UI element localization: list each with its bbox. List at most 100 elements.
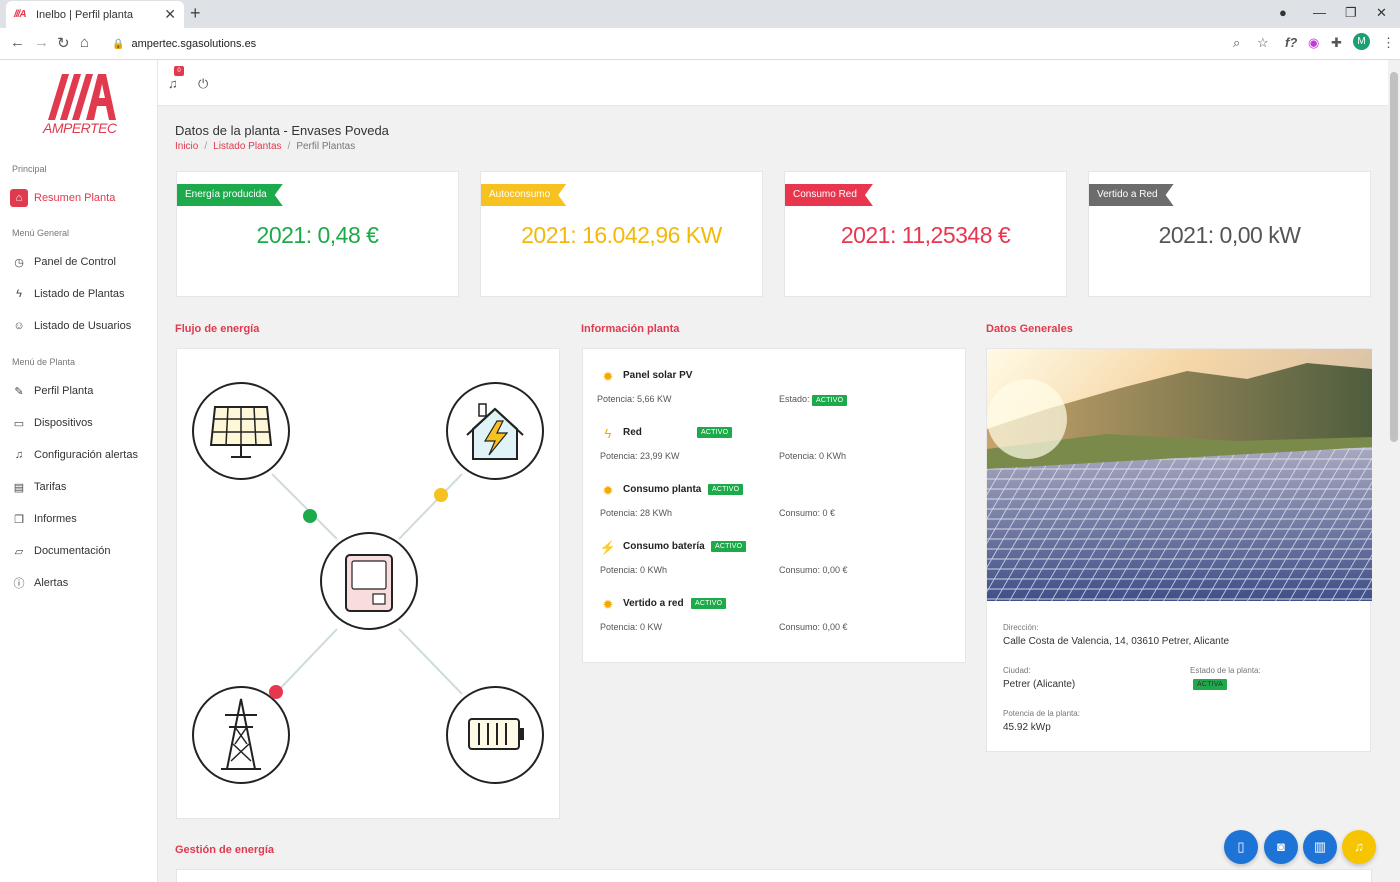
kpi-value: 2021: 0,00 kW (1158, 222, 1301, 248)
sun-icon: ✹ (602, 369, 614, 384)
breadcrumb-listado-plantas[interactable]: Listado Plantas (213, 141, 282, 152)
sidebar-item-listado-usuarios[interactable]: ☺ Listado de Usuarios (10, 314, 156, 338)
electric-grid-node[interactable] (192, 686, 290, 784)
sidebar-item-dispositivos[interactable]: ▭ Dispositivos (10, 411, 156, 435)
kpi-card-vertido-red: Vertido a Red 2021: 0,00 kW (1088, 171, 1371, 297)
back-icon[interactable]: ← (10, 34, 25, 51)
browser-tab[interactable]: ///A Inelbo | Perfil planta ✕ (6, 1, 184, 28)
sidebar-item-label: Documentación (34, 545, 111, 557)
management-section-title: Gestión de energía (175, 844, 275, 856)
inverter-node[interactable] (320, 532, 418, 630)
close-window-icon[interactable]: ✕ (1376, 5, 1387, 20)
new-tab-icon[interactable]: + (190, 3, 201, 23)
zoom-icon[interactable]: ⌕ (1233, 35, 1241, 50)
gauge-icon: ◷ (14, 256, 24, 269)
sidebar-item-label: Tarifas (34, 481, 67, 493)
info-row-consumo-planta: ✹ Consumo planta ACTIVO Potencia: 28 KWh… (583, 481, 967, 531)
info-icon: ⓘ (13, 578, 25, 590)
sidebar-item-informes[interactable]: ❐ Informes (10, 507, 156, 531)
status-badge: ACTIVO (812, 395, 848, 406)
tab-title: Inelbo | Perfil planta (36, 8, 134, 21)
address-value: Calle Costa de Valencia, 14, 03610 Petre… (1003, 636, 1230, 647)
sidebar-item-listado-plantas[interactable]: ϟ Listado de Plantas (10, 282, 156, 306)
extension-formula-icon[interactable]: f? (1285, 35, 1298, 50)
ampertec-logo[interactable] (40, 72, 120, 138)
device-fab-button[interactable]: ▯ (1224, 830, 1258, 864)
home-browser-icon[interactable]: ⌂ (80, 34, 90, 51)
site-favicon-icon: ///A (14, 9, 27, 20)
scrollbar-thumb[interactable] (1390, 72, 1398, 442)
maximize-icon[interactable]: ❐ (1345, 5, 1357, 20)
home-icon: ⌂ (10, 189, 28, 207)
browser-toolbar: ← → ↻ ⌂ 🔒 ampertec.sgasolutions.es ⌕ ☆ f… (0, 28, 1400, 60)
profile-menu-icon[interactable]: ● (1279, 5, 1287, 20)
plant-info-card: ✹ Panel solar PV Potencia: 5,66 KW Estad… (582, 348, 966, 663)
sidebar-item-label: Alertas (34, 577, 69, 589)
sidebar-item-resumen-planta[interactable]: ⌂ Resumen Planta (10, 186, 156, 210)
money-fab-button[interactable]: ◙ (1264, 830, 1298, 864)
notifications-bell-icon[interactable]: ♫ (168, 76, 178, 91)
minimize-icon[interactable]: — (1313, 5, 1326, 20)
address-bar[interactable]: 🔒 ampertec.sgasolutions.es (100, 32, 1280, 56)
bell-icon: ♫ (1354, 839, 1364, 854)
battery-node[interactable] (446, 686, 544, 784)
forward-icon[interactable]: → (34, 34, 49, 51)
sidebar-item-perfil-planta[interactable]: ✎ Perfil Planta (10, 379, 156, 403)
info-row-panel-solar: ✹ Panel solar PV Potencia: 5,66 KW Estad… (583, 367, 967, 417)
kpi-card-autoconsumo: Autoconsumo 2021: 16.042,96 KW (480, 171, 763, 297)
sidebar-item-documentacion[interactable]: ▱ Documentación (10, 539, 156, 563)
info-row-right: Consumo: 0,00 € (779, 622, 848, 632)
info-row-left: Potencia: 5,66 KW (597, 394, 672, 404)
battery-icon (468, 718, 524, 750)
kpi-tag: Consumo Red (785, 184, 873, 206)
extensions-puzzle-icon[interactable]: ✚ (1331, 35, 1342, 50)
breadcrumb-inicio[interactable]: Inicio (175, 141, 199, 152)
status-badge: ACTIVO (697, 427, 733, 438)
profile-avatar[interactable]: M (1353, 33, 1370, 50)
solar-panel-node[interactable] (192, 382, 290, 480)
sidebar-item-tarifas[interactable]: ▤ Tarifas (10, 475, 156, 499)
browser-menu-icon[interactable]: ⋮ (1382, 35, 1395, 50)
general-section-title: Datos Generales (986, 323, 1073, 335)
folder-icon: ▱ (14, 545, 24, 558)
solar-panel-icon (209, 406, 273, 458)
file-icon: ❐ (14, 513, 24, 526)
plant-state-badge: ACTIVA (1193, 679, 1227, 690)
kpi-tag: Energía producida (177, 184, 283, 206)
electric-tower-icon (221, 698, 261, 770)
info-row-vertido-red: ✹ Vertido a red ACTIVO Potencia: 0 KW Co… (583, 595, 967, 645)
chart-fab-button[interactable]: ▥ (1303, 830, 1337, 864)
sidebar-item-configuracion-alertas[interactable]: ♫ Configuración alertas (10, 443, 156, 467)
info-row-left: Potencia: 23,99 KW (600, 451, 680, 461)
info-row-left: Potencia: 28 KWh (600, 508, 673, 518)
sidebar-item-label: Listado de Plantas (34, 288, 125, 300)
power-logout-icon[interactable]: ⏻ (198, 76, 209, 91)
sidebar-item-label: Informes (34, 513, 77, 525)
close-tab-icon[interactable]: ✕ (164, 6, 176, 22)
alerts-fab-button[interactable]: ♫ (1342, 830, 1376, 864)
house-consumption-node[interactable] (446, 382, 544, 480)
extension-color-icon[interactable]: ◉ (1308, 35, 1320, 50)
sidebar-item-label: Listado de Usuarios (34, 320, 132, 332)
reload-icon[interactable]: ↻ (57, 35, 70, 52)
money-icon: ◙ (1277, 839, 1285, 854)
chart-icon: ▥ (1313, 839, 1327, 854)
info-row-red: ϟ Red ACTIVO Potencia: 23,99 KW Potencia… (583, 424, 967, 474)
sidebar-item-panel-control[interactable]: ◷ Panel de Control (10, 250, 156, 274)
general-data-card: Dirección: Calle Costa de Valencia, 14, … (986, 348, 1372, 752)
info-row-right: Potencia: 0 KWh (779, 451, 847, 461)
energy-flow-card (176, 348, 560, 819)
sidebar-item-alertas[interactable]: ⓘ Alertas (10, 571, 156, 595)
plant-power-label: Potencia de la planta: (1003, 709, 1080, 718)
bookmark-star-icon[interactable]: ☆ (1257, 35, 1269, 50)
info-row-name: Red (623, 427, 642, 438)
status-badge: ACTIVO (711, 541, 747, 552)
status-badge: ACTIVO (708, 484, 744, 495)
bell-icon: ♫ (14, 449, 24, 461)
solar-farm-photo (987, 349, 1372, 601)
info-row-right: Consumo: 0,00 € (779, 565, 848, 575)
info-section-title: Información planta (581, 323, 680, 335)
sidebar-item-label: Resumen Planta (34, 192, 116, 204)
sidebar-item-label: Perfil Planta (34, 385, 94, 397)
kpi-tag: Autoconsumo (481, 184, 566, 206)
